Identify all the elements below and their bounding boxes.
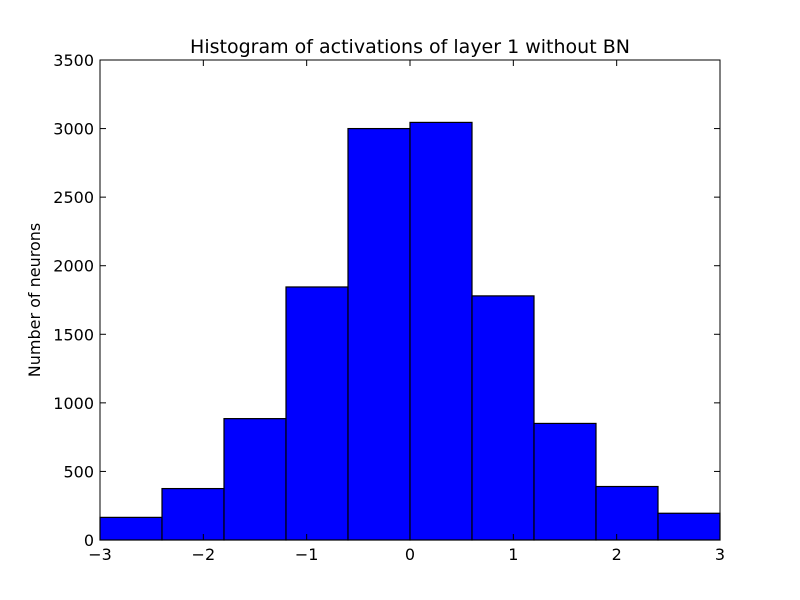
y-axis-label: Number of neurons: [25, 223, 44, 377]
x-tick-label-4: 1: [508, 545, 518, 564]
x-tick-label-1: −2: [192, 545, 216, 564]
y-tick-label-7: 3500: [53, 51, 94, 70]
y-tick-label-2: 1000: [53, 394, 94, 413]
histogram-bar-5: [409, 121, 473, 541]
y-tick-label-1: 500: [63, 462, 94, 481]
y-tick-label-3: 1500: [53, 325, 94, 344]
ticks-layer: −3 −2 −1 0 1 2 3 0 500 1000 1500 2000 2500 3000 3500: [53, 51, 725, 564]
y-tick-label-6: 3000: [53, 120, 94, 139]
bars-layer: [99, 121, 721, 541]
x-tick-label-2: −1: [295, 545, 319, 564]
y-tick-label-5: 2500: [53, 188, 94, 207]
histogram-bar-7: [533, 422, 597, 541]
histogram-bar-6: [471, 295, 535, 541]
x-tick-label-6: 3: [715, 545, 725, 564]
histogram-bar-3: [285, 286, 349, 541]
y-tick-label-0: 0: [84, 531, 94, 550]
histogram-bar-2: [223, 418, 287, 541]
plot-frame: [99, 59, 721, 541]
chart-title: Histogram of activations of layer 1 with…: [190, 36, 630, 58]
histogram-bar-4: [347, 127, 411, 541]
y-tick-label-4: 2000: [53, 257, 94, 276]
x-tick-label-5: 2: [612, 545, 622, 564]
histogram-bar-8: [595, 485, 659, 541]
histogram-bar-0: [99, 516, 163, 541]
x-tick-label-0: −3: [88, 545, 112, 564]
histogram-bar-1: [161, 487, 225, 541]
histogram-bar-9: [657, 512, 721, 541]
x-tick-label-3: 0: [405, 545, 415, 564]
